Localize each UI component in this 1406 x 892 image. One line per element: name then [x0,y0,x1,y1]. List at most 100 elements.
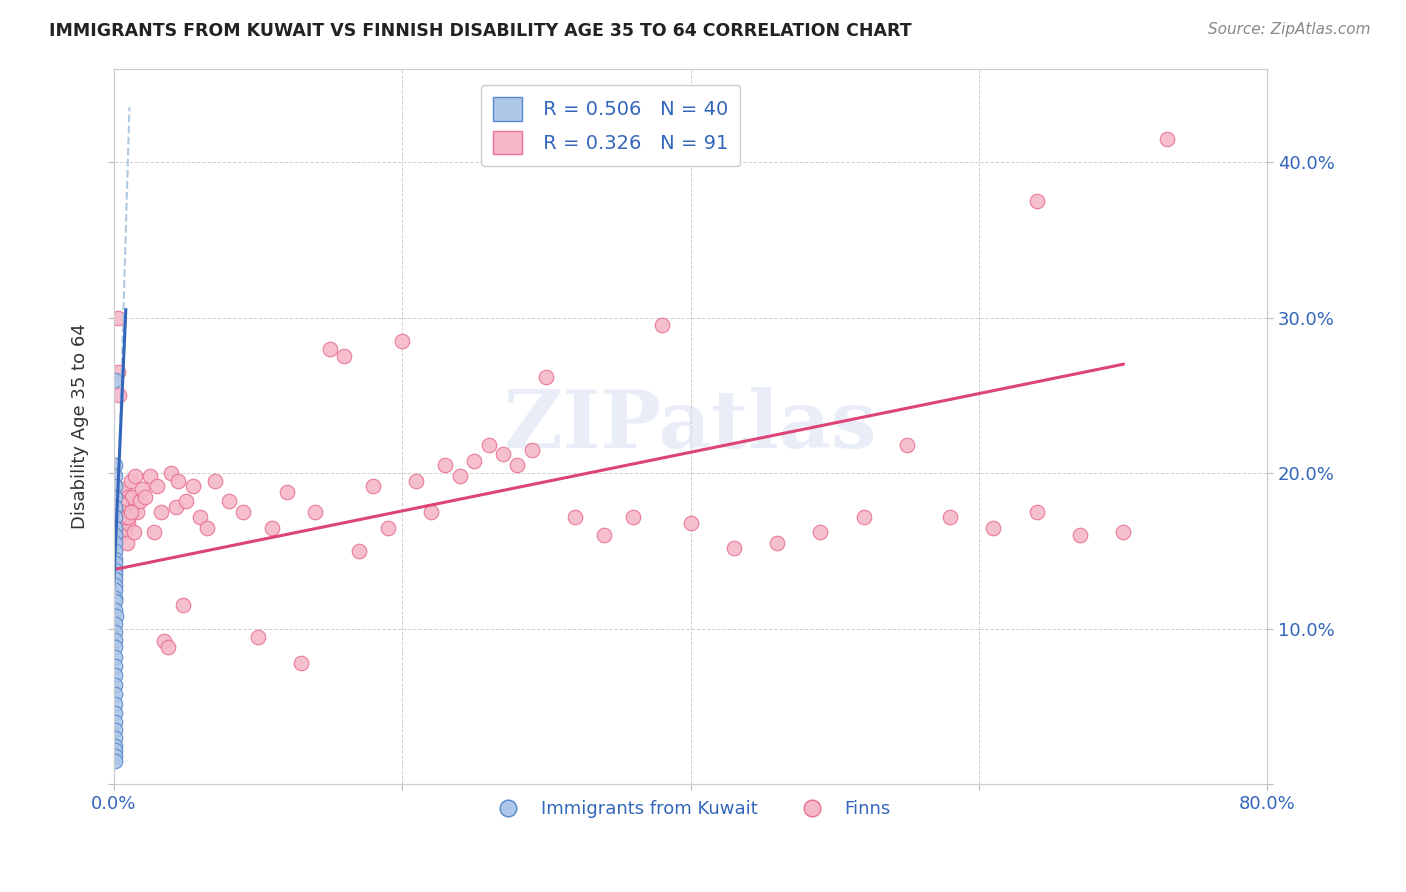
Point [232,505,254,519]
Point [104,536,127,550]
Point [333,350,356,364]
Point [138,469,160,483]
Point [104,458,127,473]
Point [104,706,127,720]
Point [114,525,136,540]
Point [131,482,153,496]
Point [983,521,1005,535]
Point [105,500,128,515]
Point [104,687,127,701]
Point [111,484,134,499]
Point [115,536,138,550]
Point [104,743,127,757]
Point [124,469,146,483]
Point [104,500,127,515]
Point [104,739,127,753]
Point [104,582,127,597]
Point [134,490,156,504]
Point [114,509,136,524]
Point [104,749,127,764]
Point [117,509,139,524]
Point [104,521,127,535]
Point [114,500,136,515]
Point [104,754,127,768]
Point [1025,194,1047,208]
Point [852,509,875,524]
Point [766,536,789,550]
Point [651,318,673,333]
Point [492,448,515,462]
Point [218,494,240,508]
Point [104,697,127,711]
Point [896,438,918,452]
Point [262,521,284,535]
Point [120,474,142,488]
Point [110,494,132,508]
Point [111,509,134,524]
Point [276,484,298,499]
Point [104,572,127,586]
Point [564,509,586,524]
Point [304,505,326,519]
Point [153,634,176,648]
Point [434,458,457,473]
Point [723,541,745,555]
Point [111,505,134,519]
Point [172,599,194,613]
Point [104,594,127,608]
Point [104,478,127,492]
Point [110,497,132,511]
Point [536,369,558,384]
Point [621,509,644,524]
Point [104,528,127,542]
Point [391,334,413,348]
Text: Source: ZipAtlas.com: Source: ZipAtlas.com [1208,22,1371,37]
Point [120,505,142,519]
Point [104,668,127,682]
Point [160,466,183,480]
Point [188,509,211,524]
Point [157,640,180,655]
Point [377,521,399,535]
Point [112,482,135,496]
Point [104,567,127,582]
Point [128,494,150,508]
Point [593,528,616,542]
Point [146,478,169,492]
Point [104,723,127,737]
Point [174,494,197,508]
Point [104,578,127,592]
Point [449,469,471,483]
Point [319,342,342,356]
Point [1112,525,1135,540]
Point [107,310,129,325]
Point [108,490,131,504]
Point [290,656,312,670]
Point [104,649,127,664]
Point [125,505,148,519]
Point [477,438,499,452]
Legend: Immigrants from Kuwait, Finns: Immigrants from Kuwait, Finns [484,793,898,825]
Point [150,505,173,519]
Point [679,516,702,530]
Point [104,603,127,617]
Point [108,500,131,515]
Point [104,509,127,524]
Point [104,731,127,745]
Point [347,544,370,558]
Point [104,715,127,730]
Point [107,365,129,379]
Point [195,521,218,535]
Point [118,500,141,515]
Point [246,630,269,644]
Point [107,500,129,515]
Point [105,513,128,527]
Point [122,525,145,540]
Point [104,544,127,558]
Point [104,640,127,655]
Point [1069,528,1091,542]
Point [1156,131,1178,145]
Point [204,474,226,488]
Point [104,557,127,571]
Point [419,505,441,519]
